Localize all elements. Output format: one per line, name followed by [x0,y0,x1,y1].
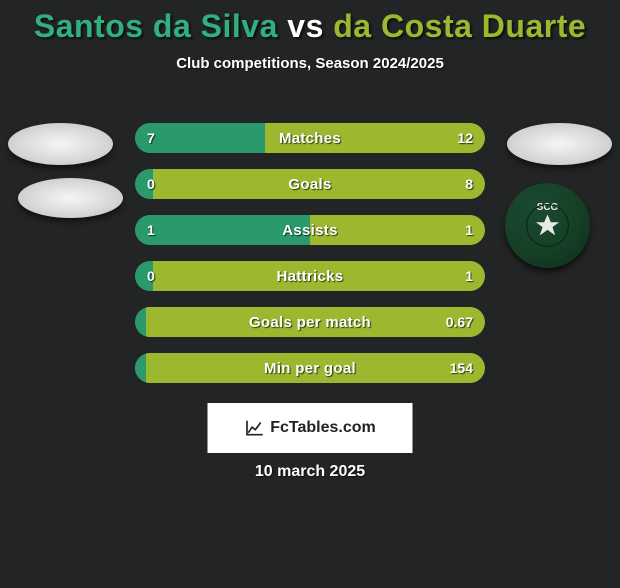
bar-label: Goals [135,169,485,199]
left-player-token-2 [18,178,123,218]
stat-bars: 712Matches 08Goals 11Assists 01Hattricks 0.6… [135,123,485,399]
bar-label: Hattricks [135,261,485,291]
stat-row: 01Hattricks [135,261,485,291]
left-player-token-1 [8,123,113,165]
bar-label: Matches [135,123,485,153]
svg-text:SCG: SCG [537,202,559,213]
subtitle: Club competitions, Season 2024/2025 [0,55,620,72]
club-crest-icon: SCG [520,198,575,253]
right-player-token [507,123,612,165]
bar-label: Goals per match [135,307,485,337]
stat-row: 11Assists [135,215,485,245]
date-label: 10 march 2025 [0,463,620,481]
bar-label: Assists [135,215,485,245]
stat-row: 08Goals [135,169,485,199]
title-left-name: Santos da Silva [34,8,278,44]
title-right-name: da Costa Duarte [333,8,586,44]
stat-row: 0.67Goals per match [135,307,485,337]
comparison-stage: SCG 712Matches 08Goals 11Assists 01Hattrick… [0,123,620,403]
chart-icon [244,418,264,438]
right-club-badge: SCG [505,183,590,268]
footer-text: FcTables.com [270,419,376,437]
page-title: Santos da Silva vs da Costa Duarte [0,8,620,45]
stat-row: 154Min per goal [135,353,485,383]
title-vs: vs [287,8,324,44]
stat-row: 712Matches [135,123,485,153]
bar-label: Min per goal [135,353,485,383]
footer-attribution: FcTables.com [208,403,413,453]
